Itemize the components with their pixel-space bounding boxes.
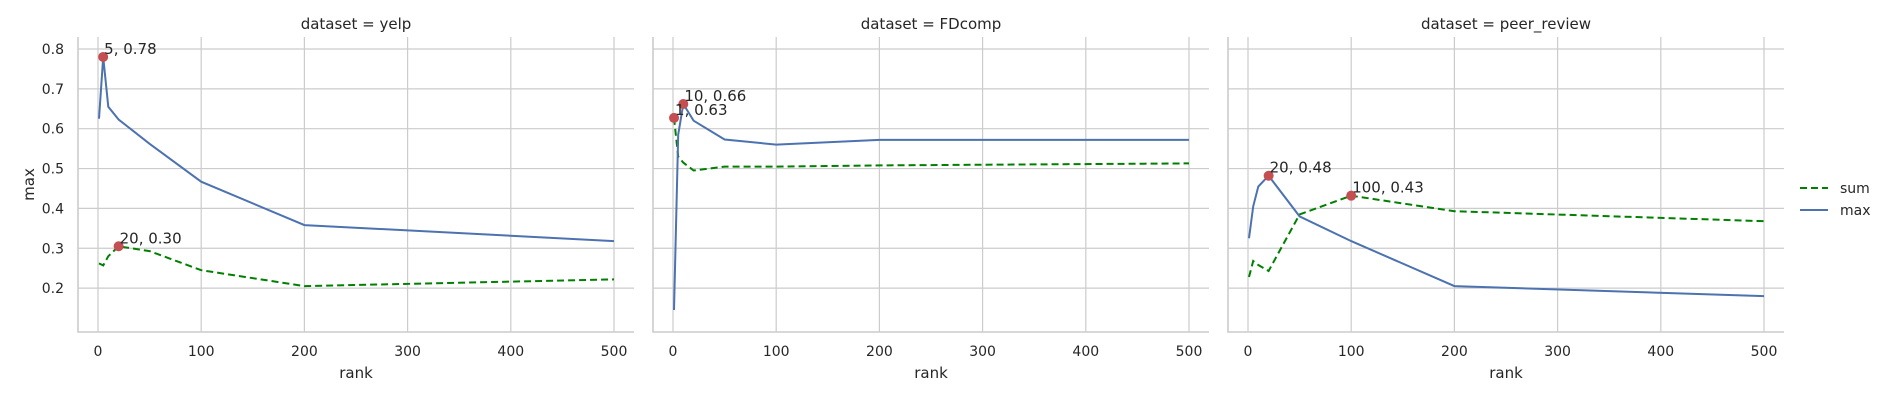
y-tick-label: 0.4 [42, 201, 64, 217]
x-tick-label: 0 [669, 344, 678, 360]
annotation-label: 10, 0.66 [684, 87, 746, 105]
y-tick-label: 0.7 [42, 82, 64, 98]
y-tick-label: 0.8 [42, 42, 64, 58]
peak-marker [113, 241, 124, 252]
panel-title: dataset = peer_review [1421, 15, 1591, 34]
annotation-label: 5, 0.78 [104, 40, 156, 58]
annotation-label: 20, 0.30 [120, 229, 182, 247]
x-tick-label: 0 [94, 344, 103, 360]
x-axis-label: rank [914, 364, 948, 382]
series-line-max [98, 56, 615, 243]
y-axis-label: max [20, 168, 38, 201]
x-tick-label: 100 [763, 344, 790, 360]
legend: sum max [1800, 181, 1871, 219]
annotation-label: 20, 0.48 [1270, 159, 1332, 177]
x-tick-label: 500 [1176, 344, 1203, 360]
y-tick-label: 0.6 [42, 122, 64, 138]
series-line-max [673, 101, 1189, 311]
y-tick-label: 0.5 [42, 162, 64, 178]
x-tick-label: 300 [969, 344, 996, 360]
panels: dataset = yelp 0 100 200 300 400 500 0.2 0.3 0.4 0… [20, 15, 1784, 382]
annotation-label: 1, 0.63 [675, 101, 727, 119]
panel-title: dataset = yelp [301, 15, 412, 33]
peak-marker [669, 112, 680, 123]
x-tick-label: 400 [1072, 344, 1099, 360]
x-tick-label: 200 [1441, 344, 1468, 360]
x-axis-label: rank [1489, 364, 1523, 382]
legend-label-max: max [1840, 203, 1871, 219]
annotation-label: 100, 0.43 [1352, 179, 1424, 197]
series-line-max [1248, 174, 1765, 298]
x-tick-label: 200 [291, 344, 318, 360]
legend-label-sum: sum [1840, 181, 1870, 197]
panel-2: dataset = peer_review 0 100 200 300 400 500 ran… [1227, 15, 1784, 382]
x-tick-label: 500 [1751, 344, 1778, 360]
panel-0: dataset = yelp 0 100 200 300 400 500 0.2 0.3 0.4 0… [20, 15, 634, 382]
axis-spine [652, 37, 1209, 333]
axis-spine [1227, 37, 1784, 333]
series-line-sum [1248, 194, 1765, 278]
peak-marker [678, 98, 689, 109]
x-tick-label: 0 [1244, 344, 1253, 360]
peak-marker [98, 51, 109, 62]
x-tick-label: 400 [1647, 344, 1674, 360]
x-tick-label: 300 [394, 344, 421, 360]
peak-marker [1263, 170, 1274, 181]
peak-marker [1346, 190, 1357, 201]
axis-spine [77, 37, 634, 333]
y-tick-label: 0.3 [42, 241, 64, 257]
x-tick-label: 500 [601, 344, 628, 360]
x-tick-label: 100 [188, 344, 215, 360]
x-tick-label: 100 [1338, 344, 1365, 360]
series-line-sum [98, 245, 615, 288]
x-tick-label: 400 [497, 344, 524, 360]
panel-1: dataset = FDcomp 0 100 200 300 400 500 rank 10, … [652, 15, 1209, 382]
x-tick-label: 200 [866, 344, 893, 360]
y-tick-label: 0.2 [42, 281, 64, 297]
x-axis-label: rank [339, 364, 373, 382]
x-tick-label: 300 [1544, 344, 1571, 360]
series-line-sum [673, 117, 1190, 172]
panel-title: dataset = FDcomp [861, 15, 1002, 33]
